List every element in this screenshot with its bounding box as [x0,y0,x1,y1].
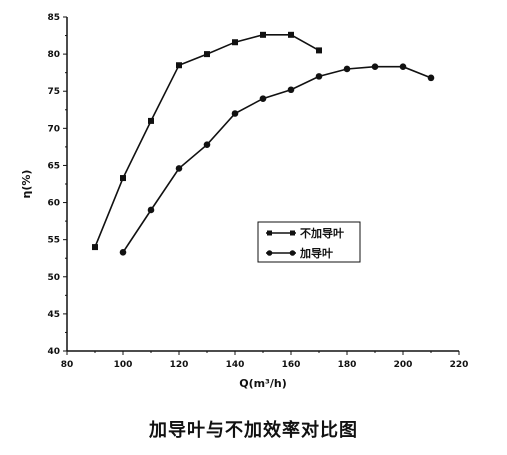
y-axis-label: η(%) [20,170,33,199]
figure-caption: 加导叶与不加效率对比图 [149,420,358,441]
data-point-series-2 [119,248,127,256]
data-point-series-2 [371,63,379,71]
y-tick-label: 70 [47,124,60,134]
data-point-series-1 [92,244,98,251]
series-line-2 [122,65,432,253]
data-point-series-1 [232,39,238,46]
data-point-series-1 [148,117,154,124]
legend-marker-series-1 [267,230,272,236]
x-axis-label: Q(m³/h) [239,377,287,390]
y-tick-label: 85 [47,13,60,23]
data-point-series-1 [204,51,210,58]
x-tick-label: 100 [114,360,133,370]
data-point-series-2 [315,73,323,80]
series-layer [92,31,435,256]
data-point-series-2 [175,165,183,172]
x-tick-label: 160 [282,360,301,370]
y-tick-label: 80 [47,50,60,60]
x-tick-label: 120 [170,360,189,370]
series-line-1 [94,33,320,248]
data-point-series-2 [287,86,295,94]
data-point-series-1 [288,31,294,38]
x-tick-label: 220 [450,360,469,370]
data-point-series-2 [427,74,435,82]
data-point-series-1 [176,62,182,69]
data-point-series-1 [120,175,126,182]
x-tick-label: 200 [394,360,413,370]
legend-marker-series-2 [266,250,273,256]
y-tick-label: 65 [47,161,60,171]
legend-marker-series-2-end [289,250,296,256]
data-point-series-2 [343,65,351,73]
legend-label-series-1: 不加导叶 [300,226,344,240]
y-tick-label: 60 [47,199,60,209]
legend-box [257,221,361,263]
data-point-series-2 [259,95,267,102]
data-point-series-2 [147,206,155,214]
x-tick-label: 140 [226,360,245,370]
y-tick-label: 50 [47,273,60,283]
legend-marker-series-1-end [290,230,295,236]
y-tick-label: 55 [47,236,60,246]
legend-label-series-2: 加导叶 [299,246,333,260]
data-point-series-1 [316,47,322,54]
y-tick-label: 45 [47,310,60,320]
y-axis-ticks: 40 45 50 55 60 65 70 75 80 85 [47,13,67,357]
legend: 不加导叶 加导叶 [257,221,361,263]
x-axis-ticks: 80 100 120 140 160 180 200 220 [61,351,469,370]
data-point-series-2 [399,63,407,71]
data-point-series-1 [260,31,266,38]
x-tick-label: 80 [61,360,74,370]
y-tick-label: 40 [47,347,60,357]
data-point-series-2 [231,110,239,117]
x-tick-label: 180 [338,360,357,370]
y-tick-label: 75 [47,87,60,97]
data-point-series-2 [203,141,211,148]
